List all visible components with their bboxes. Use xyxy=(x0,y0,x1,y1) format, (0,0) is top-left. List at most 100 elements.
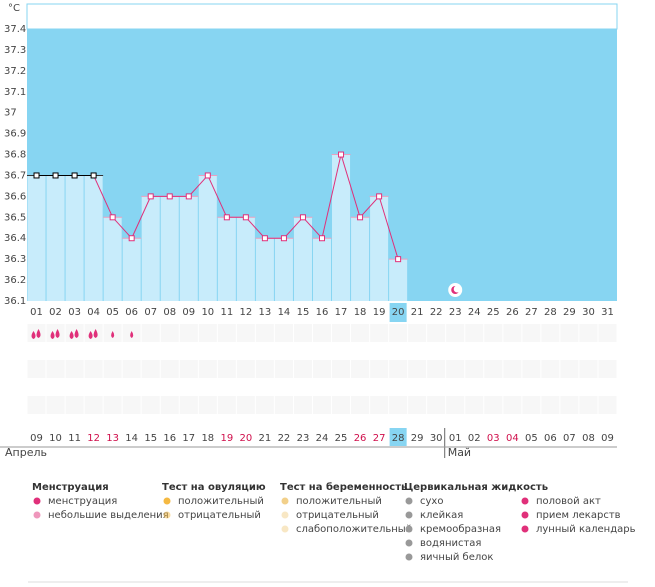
bar xyxy=(103,217,122,301)
line-segment xyxy=(207,175,228,218)
calendar-date: 20 xyxy=(240,433,253,444)
point xyxy=(128,235,135,242)
y-tick-label: 36.7 xyxy=(4,170,26,181)
x-tick-label: 05 xyxy=(106,307,119,318)
point xyxy=(185,193,192,200)
x-tick-label: 16 xyxy=(316,307,329,318)
log-row xyxy=(27,360,617,378)
bar xyxy=(198,175,217,301)
bar xyxy=(389,259,408,301)
menstruation-icon xyxy=(31,329,41,339)
x-tick-label: 02 xyxy=(49,307,62,318)
x-tick-label: 12 xyxy=(240,307,253,318)
bar xyxy=(141,196,160,301)
legend-icon xyxy=(281,511,289,519)
x-tick-label: 27 xyxy=(525,307,538,318)
menstruation-icon xyxy=(69,329,79,339)
calendar-date: 21 xyxy=(259,433,272,444)
bar xyxy=(255,238,274,301)
log-row xyxy=(27,324,617,342)
x-tick-label: 14 xyxy=(278,307,291,318)
legend-icon xyxy=(163,497,171,505)
x-tick-label: 13 xyxy=(259,307,272,318)
legend-title: Тест на беременность xyxy=(280,481,407,493)
x-tick-label: 03 xyxy=(68,307,81,318)
legend-item: сухо xyxy=(420,496,443,507)
y-tick-label: 37.4 xyxy=(4,24,26,35)
log-row xyxy=(27,342,617,360)
bar xyxy=(236,217,255,301)
calendar-date: 06 xyxy=(544,433,557,444)
x-tick-label: 06 xyxy=(125,307,138,318)
calendar-date: 17 xyxy=(182,433,195,444)
legend-item: лунный календарь xyxy=(536,524,636,535)
legend-title: Менструация xyxy=(32,482,109,493)
line-segment xyxy=(321,154,342,239)
calendar-date: 22 xyxy=(278,433,291,444)
y-tick-label: 37.3 xyxy=(4,45,26,56)
line-segment xyxy=(93,175,114,218)
calendar-date: 25 xyxy=(335,433,348,444)
legend-item: кремообразная xyxy=(420,524,501,535)
bar xyxy=(293,217,312,301)
legend-icon xyxy=(33,497,41,505)
menstruation-icon xyxy=(111,331,115,338)
legend-icon xyxy=(281,525,289,533)
x-tick-label: 08 xyxy=(163,307,176,318)
legend-item: яичный белок xyxy=(420,552,493,563)
y-tick-label: 37.2 xyxy=(4,66,26,77)
x-tick-label: 29 xyxy=(563,307,576,318)
x-tick-label: 17 xyxy=(335,307,348,318)
x-tick-label: 31 xyxy=(601,307,614,318)
line-segment xyxy=(283,216,304,239)
y-tick-label: 36.1 xyxy=(4,296,26,307)
point xyxy=(52,172,59,179)
line-segment xyxy=(378,196,399,260)
point xyxy=(33,172,40,179)
unit-label: °C xyxy=(8,3,20,14)
point xyxy=(242,214,249,221)
point xyxy=(376,193,383,200)
x-tick-label: 28 xyxy=(544,307,557,318)
legend-icon xyxy=(405,511,413,519)
line-segment xyxy=(302,216,323,239)
today-box xyxy=(389,428,407,446)
calendar-date: 23 xyxy=(297,433,310,444)
legend-item: положительный xyxy=(178,496,264,507)
menstruation-icon xyxy=(130,331,134,338)
x-tick-label: 19 xyxy=(373,307,386,318)
calendar-date: 19 xyxy=(220,433,233,444)
bar xyxy=(312,238,332,301)
point xyxy=(319,235,325,242)
legend-icon xyxy=(521,497,529,505)
x-tick-label: 26 xyxy=(506,307,519,318)
legend-item: положительный xyxy=(296,496,382,507)
calendar-date: 10 xyxy=(49,433,62,444)
bar xyxy=(27,175,46,301)
x-tick-label: 10 xyxy=(201,307,214,318)
calendar-date: 12 xyxy=(87,433,100,444)
legend-title: Тест на овуляцию xyxy=(162,482,266,493)
legend-icon xyxy=(405,497,413,505)
month-label: Апрель xyxy=(5,446,47,459)
legend-icon xyxy=(405,553,413,561)
legend-item: слабоположительный xyxy=(296,524,412,535)
x-tick-label: 01 xyxy=(30,307,43,318)
y-tick-label: 36.5 xyxy=(4,212,26,223)
bar xyxy=(84,175,103,301)
point xyxy=(357,214,364,221)
bar xyxy=(160,196,179,301)
plot-top xyxy=(26,3,618,30)
calendar-date: 24 xyxy=(316,433,329,444)
calendar-date: 18 xyxy=(201,433,214,444)
y-tick-label: 37.1 xyxy=(4,87,26,98)
y-tick-label: 36.3 xyxy=(4,254,26,265)
calendar-date: 13 xyxy=(106,433,119,444)
line-segment xyxy=(359,196,380,218)
calendar-date: 07 xyxy=(563,433,576,444)
legend-item: водянистая xyxy=(420,538,481,549)
calendar-date: 09 xyxy=(601,433,614,444)
point xyxy=(338,151,345,158)
calendar-date: 04 xyxy=(506,433,519,444)
calendar-date: 05 xyxy=(525,433,538,444)
